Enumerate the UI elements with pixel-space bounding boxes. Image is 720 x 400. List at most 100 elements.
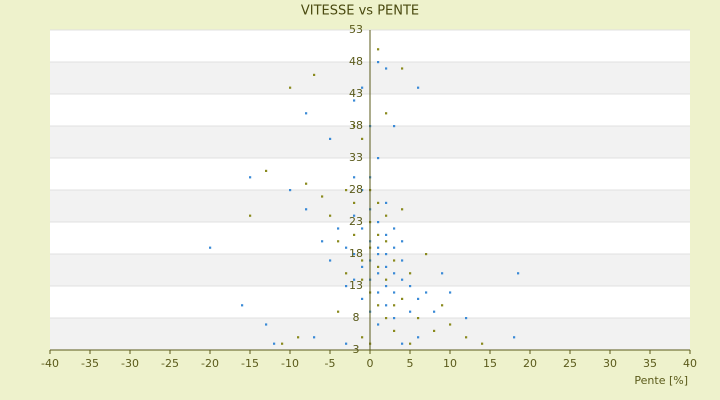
point (273, 342, 276, 345)
point (345, 189, 348, 192)
point (361, 265, 364, 268)
point (353, 253, 356, 256)
point (385, 278, 388, 281)
point (393, 259, 396, 262)
point (409, 285, 412, 288)
chart-title: VITESSE vs PENTE (301, 4, 419, 19)
x-tick-label: 10 (443, 357, 457, 370)
point (449, 291, 452, 294)
point (377, 272, 380, 275)
point (313, 73, 316, 76)
point (417, 86, 420, 89)
point (401, 342, 404, 345)
point (417, 317, 420, 320)
x-tick-label: 20 (523, 357, 537, 370)
point (441, 304, 444, 307)
y-tick-label: 18 (349, 247, 363, 260)
point (353, 278, 356, 281)
point (393, 329, 396, 332)
x-tick-label: 30 (603, 357, 617, 370)
point (329, 259, 332, 262)
point (337, 240, 340, 243)
point (361, 336, 364, 339)
point (241, 304, 244, 307)
point (353, 99, 356, 102)
point (377, 246, 380, 249)
point (353, 201, 356, 204)
point (361, 137, 364, 140)
point (393, 125, 396, 128)
point (385, 67, 388, 70)
point (377, 61, 380, 64)
point (393, 246, 396, 249)
point (305, 208, 308, 211)
point (513, 336, 516, 339)
point (393, 291, 396, 294)
point (377, 221, 380, 224)
point (401, 259, 404, 262)
point (377, 48, 380, 51)
x-tick-label: 40 (683, 357, 697, 370)
point (377, 253, 380, 256)
point (385, 201, 388, 204)
y-tick-label: 33 (349, 151, 363, 164)
point (377, 265, 380, 268)
point (377, 201, 380, 204)
y-tick-label: 13 (349, 279, 363, 292)
point (385, 240, 388, 243)
point (361, 297, 364, 300)
point (449, 323, 452, 326)
point (337, 310, 340, 313)
point (265, 323, 268, 326)
y-tick-label: 8 (353, 311, 360, 324)
point (401, 240, 404, 243)
x-tick-label: -10 (281, 357, 299, 370)
point (249, 176, 252, 179)
x-tick-label: -40 (41, 357, 59, 370)
point (361, 227, 364, 230)
point (441, 272, 444, 275)
point (329, 137, 332, 140)
point (517, 272, 520, 275)
point (401, 297, 404, 300)
y-tick-label: 53 (349, 23, 363, 36)
point (425, 253, 428, 256)
x-tick-label: 15 (483, 357, 497, 370)
point (393, 304, 396, 307)
point (393, 272, 396, 275)
x-tick-label: 0 (367, 357, 374, 370)
y-tick-label: 23 (349, 215, 363, 228)
point (281, 342, 284, 345)
point (385, 233, 388, 236)
y-tick-label: 48 (349, 55, 363, 68)
x-tick-label: 25 (563, 357, 577, 370)
point (353, 233, 356, 236)
point (321, 195, 324, 198)
point (377, 304, 380, 307)
x-tick-label: -20 (201, 357, 219, 370)
x-tick-label: -30 (121, 357, 139, 370)
point (361, 259, 364, 262)
y-tick-label: 38 (349, 119, 363, 132)
point (265, 169, 268, 172)
point (401, 67, 404, 70)
x-tick-label: -15 (241, 357, 259, 370)
point (385, 317, 388, 320)
point (361, 86, 364, 89)
point (313, 336, 316, 339)
point (385, 285, 388, 288)
point (353, 125, 356, 128)
point (385, 214, 388, 217)
point (305, 182, 308, 185)
point (393, 317, 396, 320)
point (409, 342, 412, 345)
point (345, 285, 348, 288)
x-tick-label: -35 (81, 357, 99, 370)
point (345, 246, 348, 249)
point (409, 310, 412, 313)
y-tick-label: 3 (353, 343, 360, 356)
point (337, 227, 340, 230)
point (361, 189, 364, 192)
